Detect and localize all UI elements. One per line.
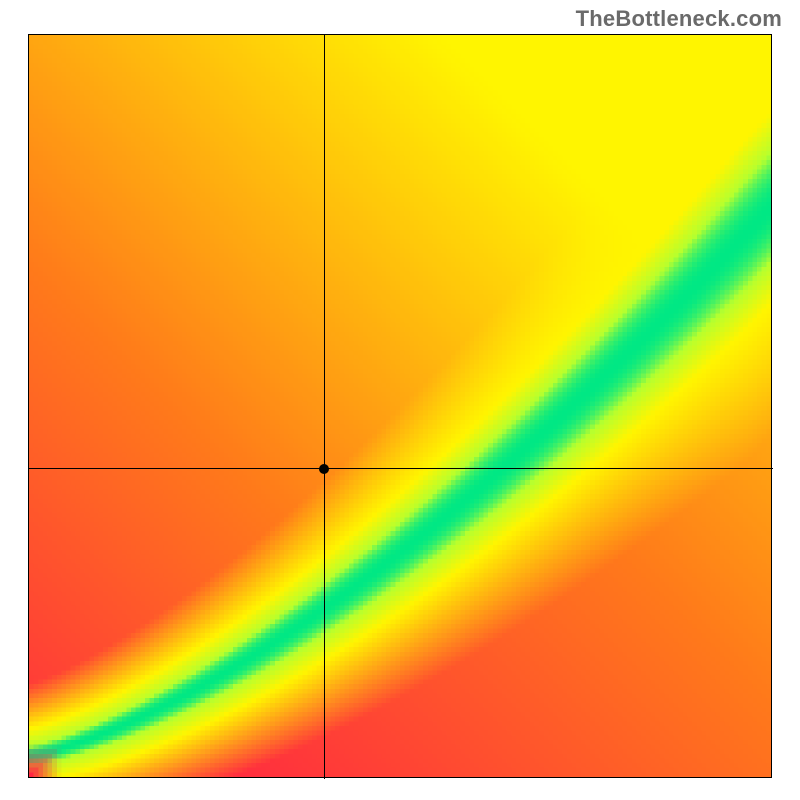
chart-container: TheBottleneck.com — [0, 0, 800, 800]
crosshair-vertical — [324, 35, 325, 779]
crosshair-horizontal — [29, 468, 773, 469]
heatmap-plot — [28, 34, 772, 778]
heatmap-canvas — [29, 35, 771, 777]
marker-point — [319, 464, 329, 474]
watermark-text: TheBottleneck.com — [576, 6, 782, 32]
